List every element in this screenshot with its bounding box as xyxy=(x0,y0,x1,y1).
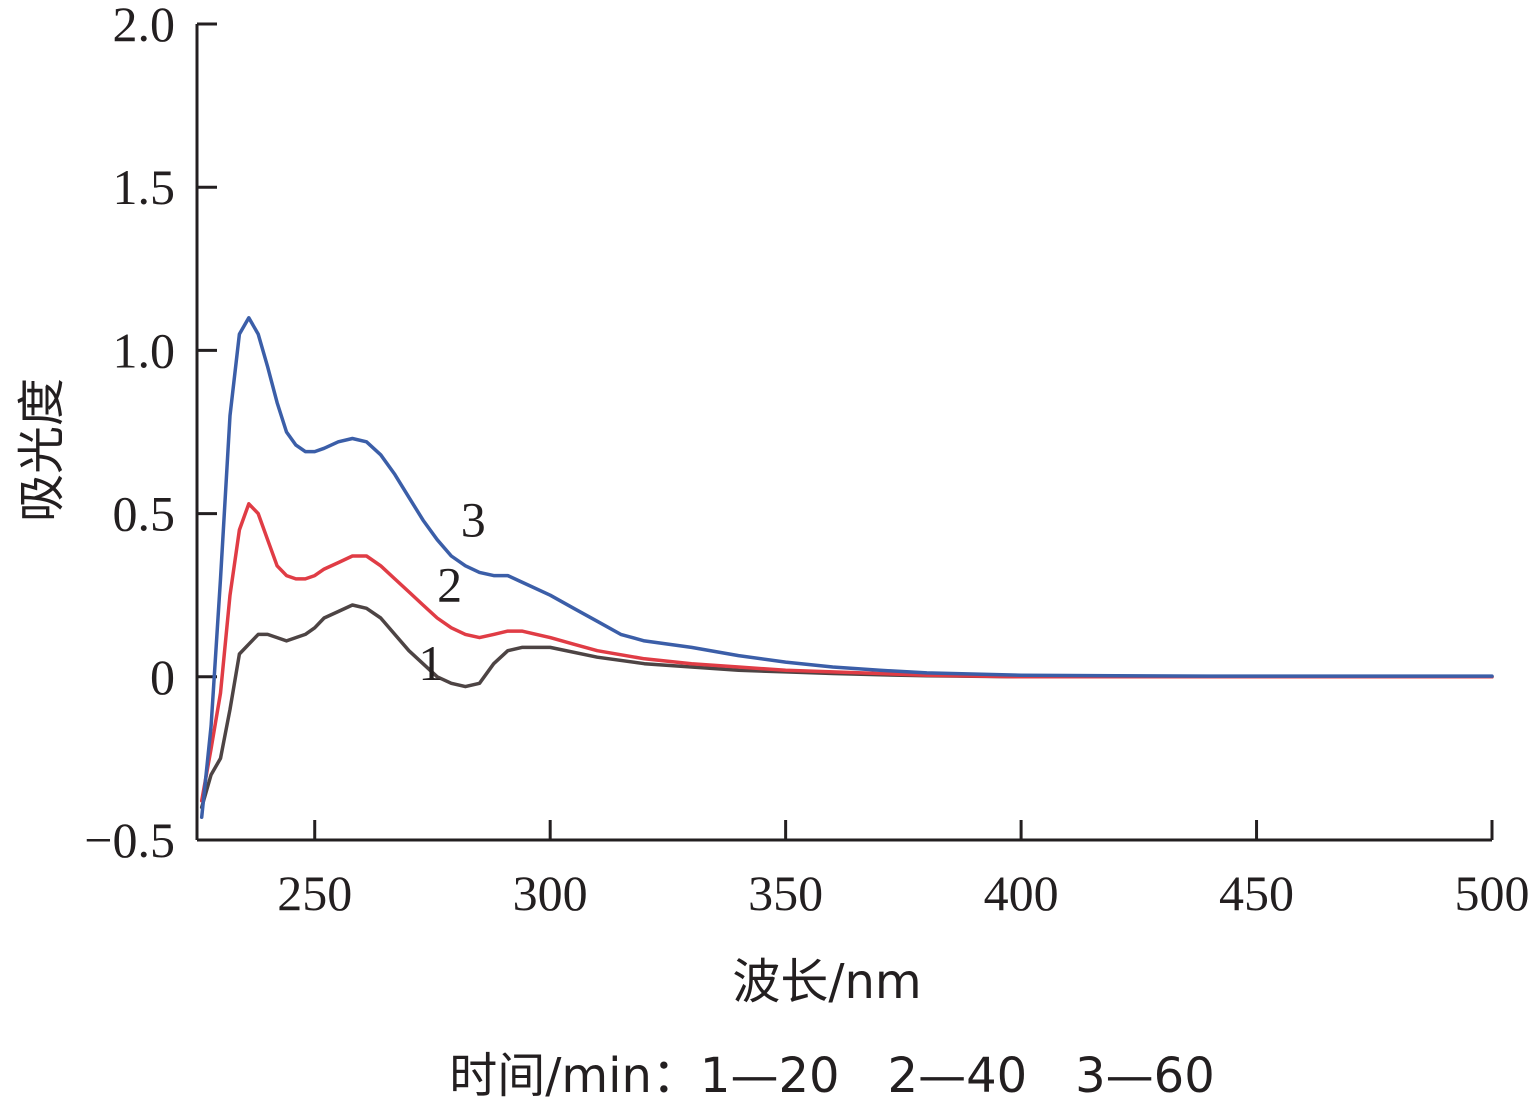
y-tick-label: 0.5 xyxy=(113,486,176,542)
series-line-1 xyxy=(199,603,1494,810)
x-tick-label: 450 xyxy=(1219,865,1294,921)
series-line-3 xyxy=(199,316,1494,819)
x-tick-label: 400 xyxy=(984,865,1059,921)
y-tick-label: 2.0 xyxy=(113,0,176,52)
labels: 波长/nm 吸光度 时间/min：1—20 2—40 3—60 xyxy=(14,378,1215,1102)
series-label-3: 3 xyxy=(461,491,486,547)
x-tick-label: 500 xyxy=(1455,865,1530,921)
y-axis-title: 吸光度 xyxy=(14,378,70,522)
y-tick-label: 0 xyxy=(150,649,175,705)
series-label-1: 1 xyxy=(418,635,443,691)
y-tick-label: 1.5 xyxy=(113,159,176,215)
series-layer: 1 2 3 xyxy=(199,316,1494,819)
x-tick-label: 250 xyxy=(277,865,352,921)
series-line-2 xyxy=(199,502,1494,803)
x-tick-label: 350 xyxy=(748,865,823,921)
legend-note: 时间/min：1—20 2—40 3—60 xyxy=(449,1048,1215,1102)
x-axis-title: 波长/nm xyxy=(732,954,921,1010)
y-tick-label: 1.0 xyxy=(113,322,176,378)
x-tick-label: 300 xyxy=(513,865,588,921)
series-label-2: 2 xyxy=(437,557,462,613)
axes: −0.5 0 0.5 1.0 1.5 2.0 250 300 350 400 450 500 xyxy=(84,0,1529,921)
y-tick-label: −0.5 xyxy=(84,812,175,868)
